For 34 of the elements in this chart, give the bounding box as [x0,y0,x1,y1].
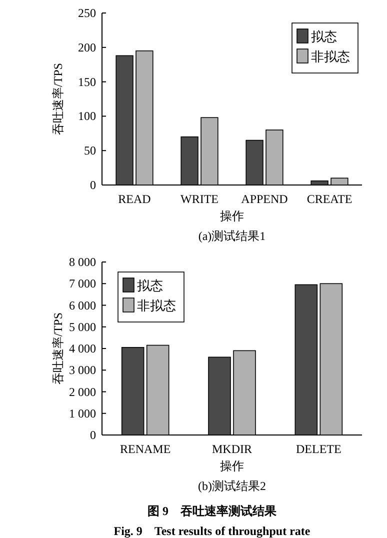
y-axis-title: 吞吐速率/TPS [51,312,65,385]
y-tick-label: 100 [78,109,96,124]
y-tick-label: 1 000 [69,406,96,420]
y-axis-title: 吞吐速率/TPS [51,62,65,136]
y-tick-label: 4 000 [69,342,96,356]
caption: 图 9 吞吐速率测试结果 [148,504,278,518]
text: (b)测试结果2 [198,479,266,493]
x-axis-title: 操作 [220,459,244,473]
y-tick-label: 150 [78,74,96,89]
legend-label: 拟态 [137,278,163,293]
x-tick-label: APPEND [241,192,288,206]
y-tick-label: 2 000 [69,384,96,399]
legend-label: 非拟态 [137,298,176,313]
y-tick-label: 7 000 [69,276,96,291]
y-tick-label: 0 [90,428,96,442]
legend-label: 非拟态 [311,49,350,64]
y-tick-label: 3 000 [69,363,96,378]
x-tick-label: DELETE [296,442,342,456]
legend-label: 拟态 [311,29,337,44]
y-tick-label: 5 000 [69,320,96,334]
y-tick-label: 50 [84,144,96,158]
y-tick-label: 250 [78,6,96,20]
x-tick-label: WRITE [180,192,218,206]
y-tick-label: 200 [78,40,96,54]
x-tick-label: MKDIR [212,442,252,456]
text: (a)测试结果1 [198,229,266,243]
x-tick-label: CREATE [306,192,352,206]
x-axis-title: 操作 [220,209,244,223]
y-tick-label: 6 000 [69,298,96,312]
x-tick-label: RENAME [120,442,171,456]
y-tick-label: 0 [90,178,96,192]
caption: Fig. 9 Test results of throughput rate [114,524,311,538]
y-tick-label: 8 000 [69,255,96,269]
x-tick-label: READ [118,192,152,206]
